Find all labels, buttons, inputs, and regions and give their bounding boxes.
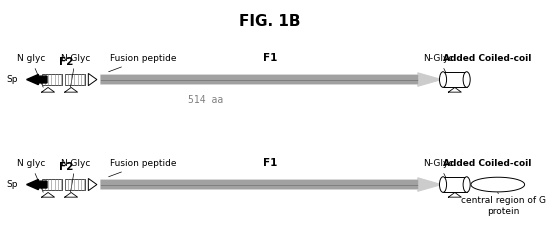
Bar: [65, 179, 85, 190]
Text: Fusion peptide: Fusion peptide: [109, 54, 177, 72]
Ellipse shape: [463, 72, 470, 87]
FancyArrow shape: [101, 73, 442, 86]
Text: N-Glyc: N-Glyc: [424, 54, 454, 87]
Bar: [42, 74, 62, 85]
Text: FIG. 1B: FIG. 1B: [239, 14, 300, 29]
Text: N glyc: N glyc: [17, 159, 45, 192]
Text: 514 aa: 514 aa: [188, 95, 223, 105]
FancyArrow shape: [101, 178, 442, 191]
FancyArrow shape: [88, 73, 97, 86]
Polygon shape: [471, 177, 525, 192]
Bar: [443, 72, 466, 87]
Text: Fusion peptide: Fusion peptide: [109, 159, 177, 177]
FancyArrow shape: [88, 178, 97, 191]
Text: central region of G
protein: central region of G protein: [460, 192, 546, 216]
Text: N-Glyc: N-Glyc: [60, 159, 91, 192]
Text: F1: F1: [263, 53, 277, 63]
Bar: [42, 179, 62, 190]
Text: F1: F1: [263, 158, 277, 168]
Text: Added Coiled-coil: Added Coiled-coil: [443, 54, 531, 63]
Text: Sp: Sp: [6, 180, 18, 189]
Text: F2: F2: [59, 57, 73, 67]
Bar: [65, 74, 85, 85]
Ellipse shape: [439, 72, 447, 87]
Text: Sp: Sp: [6, 75, 18, 84]
FancyArrow shape: [27, 74, 47, 85]
Ellipse shape: [463, 177, 470, 192]
FancyArrow shape: [27, 179, 47, 190]
Bar: [443, 177, 466, 192]
Text: N glyc: N glyc: [17, 54, 45, 87]
Text: Added Coiled-coil: Added Coiled-coil: [443, 159, 531, 168]
Text: N-Glyc: N-Glyc: [60, 54, 91, 87]
Text: N-Glyc: N-Glyc: [424, 159, 454, 192]
Text: F2: F2: [59, 162, 73, 172]
Ellipse shape: [439, 177, 447, 192]
